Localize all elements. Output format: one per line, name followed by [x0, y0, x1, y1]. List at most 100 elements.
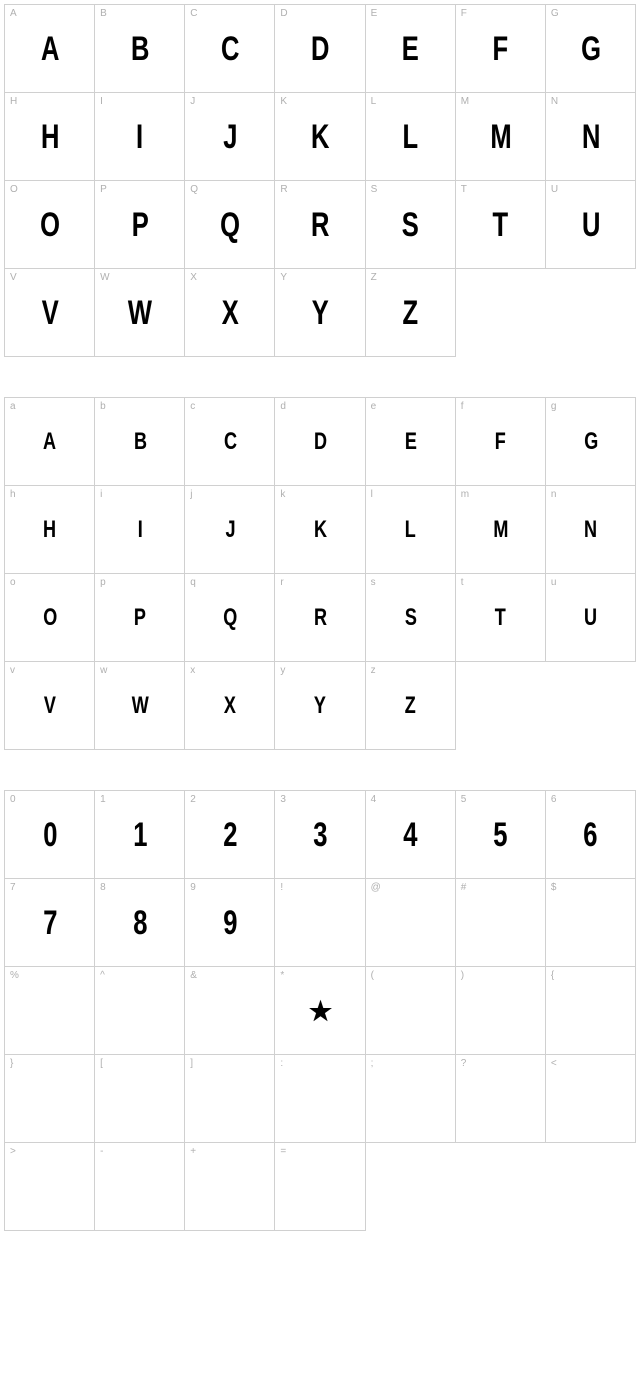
charmap-cell: - — [95, 1143, 185, 1231]
cell-glyph: 1 — [133, 818, 146, 852]
cell-glyph: 4 — [403, 818, 416, 852]
charmap-cell: OO — [5, 181, 95, 269]
charmap-cell: hH — [5, 486, 95, 574]
cell-label: x — [190, 665, 195, 676]
cell-label: 1 — [100, 794, 106, 805]
cell-glyph: 0 — [43, 818, 56, 852]
cell-label: 7 — [10, 882, 16, 893]
cell-label: m — [461, 489, 469, 500]
charmap-cell: II — [95, 93, 185, 181]
charmap-cell: UU — [546, 181, 636, 269]
cell-glyph: G — [581, 32, 600, 66]
cell-glyph: U — [582, 208, 600, 242]
cell-glyph: M — [493, 518, 507, 542]
charmap-cell: LL — [366, 93, 456, 181]
cell-label: & — [190, 970, 197, 981]
cell-label: O — [10, 184, 18, 195]
cell-label: [ — [100, 1058, 103, 1069]
cell-glyph: F — [495, 430, 505, 454]
cell-glyph: P — [134, 606, 145, 630]
charmap-cell: ZZ — [366, 269, 456, 357]
cell-label: h — [10, 489, 16, 500]
charmap-cell: NN — [546, 93, 636, 181]
charmap-cell: # — [456, 879, 546, 967]
charmap-cell: iI — [95, 486, 185, 574]
cell-label: > — [10, 1146, 16, 1157]
cell-glyph: V — [44, 694, 55, 718]
cell-label: d — [280, 401, 286, 412]
cell-label: 6 — [551, 794, 557, 805]
charmap-cell: aA — [5, 398, 95, 486]
cell-label: - — [100, 1146, 103, 1157]
charmap-cell-empty — [366, 1143, 456, 1231]
charmap-cell: *★ — [275, 967, 365, 1055]
cell-glyph: 5 — [494, 818, 507, 852]
cell-label: R — [280, 184, 287, 195]
charmap-cell: wW — [95, 662, 185, 750]
cell-label: + — [190, 1146, 196, 1157]
cell-label: D — [280, 8, 287, 19]
cell-label: ) — [461, 970, 464, 981]
cell-label: r — [280, 577, 283, 588]
cell-glyph: X — [224, 694, 235, 718]
charmap-cell: { — [546, 967, 636, 1055]
charmap-cell: cC — [185, 398, 275, 486]
cell-glyph: Y — [312, 296, 328, 330]
cell-glyph: A — [43, 430, 55, 454]
charmap-cell: eE — [366, 398, 456, 486]
charmap-cell: $ — [546, 879, 636, 967]
cell-label: A — [10, 8, 17, 19]
cell-label: { — [551, 970, 554, 981]
cell-label: C — [190, 8, 197, 19]
cell-glyph: L — [405, 518, 415, 542]
cell-label: ^ — [100, 970, 105, 981]
cell-glyph: L — [403, 120, 418, 154]
charmap-cell: TT — [456, 181, 546, 269]
cell-label: P — [100, 184, 107, 195]
charmap-cell: PP — [95, 181, 185, 269]
cell-label: 8 — [100, 882, 106, 893]
cell-label: L — [371, 96, 377, 107]
charmap-cell: XX — [185, 269, 275, 357]
cell-label: * — [280, 970, 284, 981]
cell-glyph: N — [584, 518, 596, 542]
cell-glyph: 2 — [223, 818, 236, 852]
charmap-cell-empty — [456, 269, 546, 357]
charmap-cell: pP — [95, 574, 185, 662]
charmap-cell: uU — [546, 574, 636, 662]
charmap-cell: GG — [546, 5, 636, 93]
cell-glyph: I — [137, 120, 143, 154]
charmap-cell: 44 — [366, 791, 456, 879]
charmap-cell: 22 — [185, 791, 275, 879]
cell-label: l — [371, 489, 373, 500]
cell-label: % — [10, 970, 19, 981]
cell-glyph: E — [402, 32, 418, 66]
cell-glyph: S — [405, 606, 416, 630]
charmap-cell: kK — [275, 486, 365, 574]
cell-glyph: D — [314, 430, 326, 454]
cell-label: J — [190, 96, 195, 107]
charmap-section-uppercase: AABBCCDDEEFFGGHHIIJJKKLLMMNNOOPPQQRRSSTT… — [4, 4, 636, 357]
cell-label: } — [10, 1058, 13, 1069]
cell-label: 5 — [461, 794, 467, 805]
cell-glyph: W — [128, 296, 151, 330]
charmap-cell: CC — [185, 5, 275, 93]
charmap-section-lowercase: aAbBcCdDeEfFgGhHiIjJkKlLmMnNoOpPqQrRsStT… — [4, 397, 636, 750]
cell-glyph: G — [584, 430, 597, 454]
cell-label: # — [461, 882, 467, 893]
cell-label: b — [100, 401, 106, 412]
charmap-cell: ] — [185, 1055, 275, 1143]
cell-label: n — [551, 489, 557, 500]
charmap-cell: xX — [185, 662, 275, 750]
cell-label: F — [461, 8, 467, 19]
cell-label: X — [190, 272, 197, 283]
cell-glyph: 3 — [313, 818, 326, 852]
charmap-cell: 66 — [546, 791, 636, 879]
charmap-cell: EE — [366, 5, 456, 93]
cell-label: t — [461, 577, 464, 588]
cell-label: z — [371, 665, 376, 676]
cell-glyph: B — [134, 430, 146, 454]
cell-glyph: E — [405, 430, 416, 454]
charmap-cell: < — [546, 1055, 636, 1143]
charmap-cell: jJ — [185, 486, 275, 574]
